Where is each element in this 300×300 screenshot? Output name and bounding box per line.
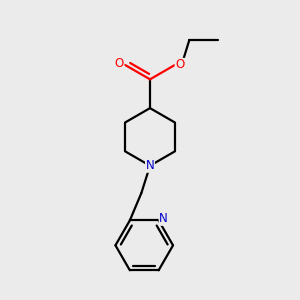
Text: N: N: [159, 212, 168, 225]
Text: N: N: [146, 159, 154, 172]
Text: O: O: [115, 57, 124, 70]
Text: O: O: [175, 58, 184, 71]
